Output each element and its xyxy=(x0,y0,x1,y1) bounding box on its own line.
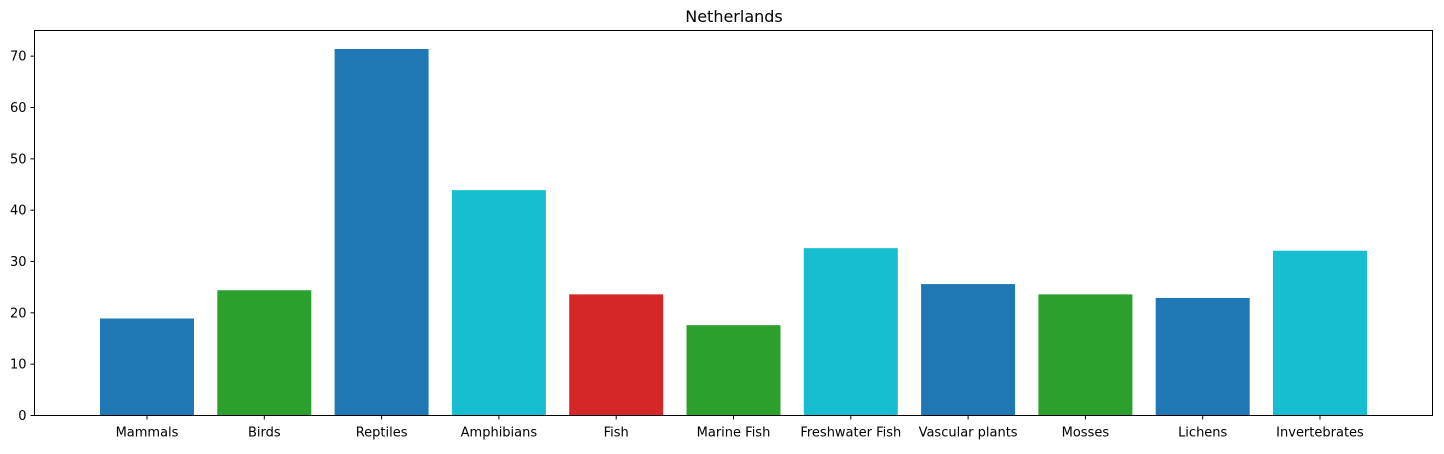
bar-mosses xyxy=(1038,294,1133,416)
y-tick-label: 20 xyxy=(10,306,27,321)
x-tick-label: Invertebrates xyxy=(1276,426,1364,441)
x-tick-label: Mosses xyxy=(1062,426,1110,441)
x-axis: Mammals Birds Reptiles Amphibians Fish Marine… xyxy=(116,415,1364,441)
bar-marine-fish xyxy=(686,325,781,416)
y-tick-label: 0 xyxy=(18,409,26,424)
y-tick-label: 60 xyxy=(10,101,27,116)
bar-invertebrates xyxy=(1273,250,1367,416)
x-tick-label: Reptiles xyxy=(356,426,408,441)
x-tick-label: Marine Fish xyxy=(697,426,771,441)
y-tick-label: 70 xyxy=(10,50,27,65)
plot-frame xyxy=(34,30,1433,416)
x-tick-label: Fish xyxy=(604,426,629,441)
y-tick-label: 30 xyxy=(10,255,27,270)
y-tick-label: 10 xyxy=(10,358,27,373)
y-tick-label: 40 xyxy=(10,204,27,219)
bar-freshwater-fish xyxy=(803,248,898,416)
bar-reptiles xyxy=(334,48,429,416)
x-tick-label: Vascular plants xyxy=(919,426,1018,441)
x-tick-label: Birds xyxy=(248,426,281,441)
bar-fish xyxy=(569,294,664,416)
bar-mammals xyxy=(100,318,194,416)
y-axis: 0 10 20 30 40 50 60 70 xyxy=(10,50,35,424)
bar-vascular-plants xyxy=(921,284,1016,416)
chart-title: Netherlands xyxy=(685,7,783,26)
x-tick-label: Mammals xyxy=(116,426,179,441)
bar-amphibians xyxy=(451,190,546,416)
bars-layer xyxy=(100,48,1367,416)
x-tick-label: Freshwater Fish xyxy=(800,426,901,441)
x-tick-label: Amphibians xyxy=(461,426,538,441)
bar-birds xyxy=(217,290,312,416)
y-tick-label: 50 xyxy=(10,152,27,167)
bar-lichens xyxy=(1155,297,1250,416)
x-tick-label: Lichens xyxy=(1178,426,1227,441)
